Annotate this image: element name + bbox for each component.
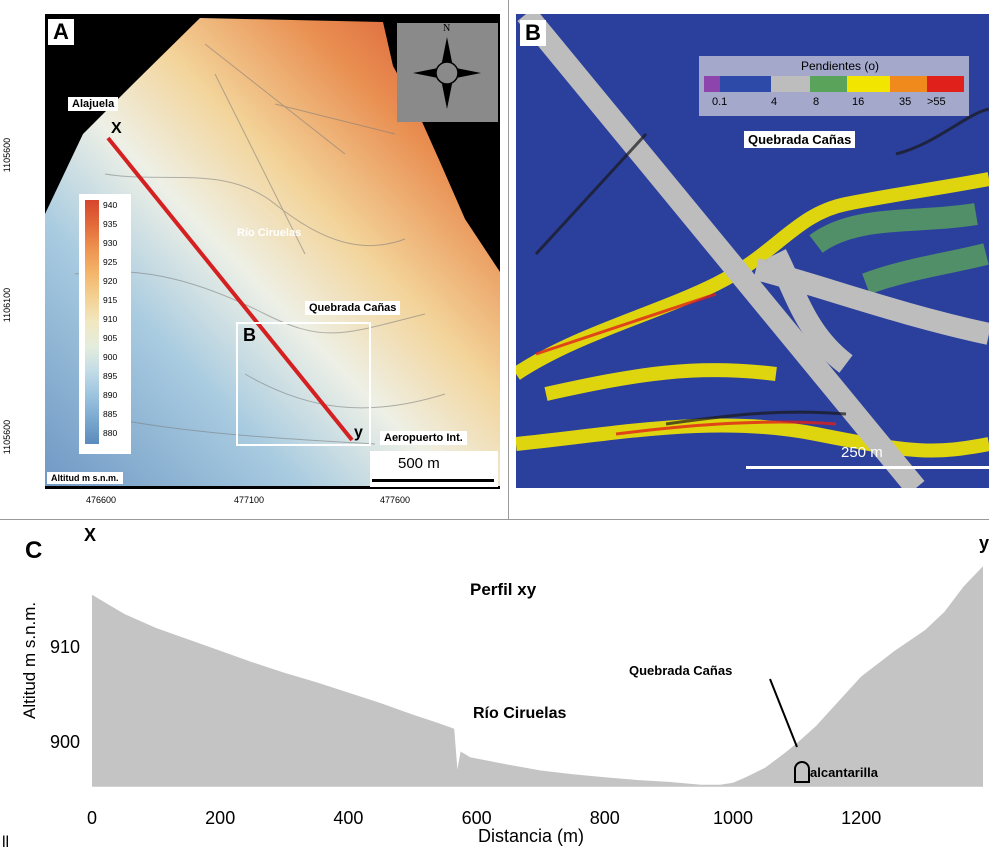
annotation-rio-ciruelas: Río Ciruelas [473,705,567,722]
profile-point-x: X [84,525,97,545]
profile-title: Perfil xy [470,580,537,599]
altitude-tick: 900 [103,352,118,362]
slope-tick: 0.1 [712,96,728,108]
x-tick-label: 600 [462,808,492,828]
slope-tick: 16 [852,96,865,108]
panel-divider-vertical [508,0,509,519]
altitude-tick: 915 [103,295,118,305]
panel-b-slope-map [516,14,989,488]
alcantarilla-icon [794,761,810,783]
inset-box-b [236,322,371,446]
altitude-legend-title: Altitud m s.n.m. [47,472,123,484]
compass-box: N [397,23,498,122]
slope-tick: 8 [813,96,820,108]
panel-a-letter: A [48,19,74,45]
slope-swatch [770,76,810,92]
x-tick-label: 400 [333,808,363,828]
panel-b-letter: B [520,20,546,46]
altitude-legend-ticks: 940 935 930 925 920 915 910 905 900 895 … [103,200,129,444]
slope-colorbar [704,76,964,92]
compass-north-label: N [443,23,451,34]
slope-swatch [890,76,928,92]
profile-ylabel: Altitud m s.n.m. [20,601,39,719]
scale-bar-a: 500 m [370,451,498,487]
label-alajuela: Alajuela [68,97,119,111]
altitude-tick: 895 [103,371,118,381]
altitude-tick: 910 [103,314,118,324]
label-quebrada-canas-b: Quebrada Cañas [744,131,856,148]
x-tick-a-3: 477600 [380,495,411,505]
profile-line [106,136,354,442]
panel-c-letter: C [25,537,43,564]
inset-b-letter: B [243,325,256,345]
altitude-tick: 885 [103,409,118,419]
slope-swatch [720,76,771,92]
road-branch [753,258,989,345]
altitude-tick: 925 [103,257,118,267]
x-tick-label: 0 [87,808,97,828]
altitude-tick: 880 [103,428,118,438]
slope-swatch [846,76,891,92]
panel-a: A N Alajuela X Río Ciruelas Quebrada Cañ… [45,14,500,489]
label-rio-ciruelas: Río Ciruelas [237,227,302,239]
x-tick-label: 200 [205,808,235,828]
altitude-tick: 940 [103,200,118,210]
scale-bar-b: 250 m [746,444,989,474]
slope-tick: 4 [771,96,778,108]
slope-swatch [704,76,721,92]
y-tick-a-2: 1106100 [2,287,13,323]
quebrada-leader-line [769,678,798,748]
profile-area [92,566,983,787]
x-tick-a-1: 476600 [86,495,117,505]
altitude-tick: 890 [103,390,118,400]
y-tick-label: 900 [50,732,80,752]
scale-bar-a-line [372,479,494,482]
label-quebrada-canas: Quebrada Cañas [305,301,401,315]
panel-divider [0,519,989,520]
slope-legend: Pendientes (o) 0.1 4 8 16 35 >55 [699,56,969,116]
altitude-tick: 935 [103,219,118,229]
x-tick-a-2: 477100 [234,495,265,505]
slope-swatch [927,76,964,92]
compass-icon [413,37,481,109]
x-tick-label: 1000 [713,808,753,828]
altitude-legend: 940 935 930 925 920 915 910 905 900 895 … [79,194,131,454]
x-tick-label: 800 [590,808,620,828]
slope-legend-title: Pendientes (o) [801,59,880,73]
panel-b: B Pendientes (o) 0.1 4 8 16 35 >55 Quebr… [516,14,989,488]
panel-a-map [45,18,500,486]
slope-swatch [809,76,847,92]
point-y-label: y [354,424,363,441]
slope-tick: 35 [899,96,912,108]
profile-xlabel: Distancia (m) [478,826,585,846]
altitude-tick: 905 [103,333,118,343]
scale-bar-b-label: 250 m [841,444,883,461]
dem-hillshade [45,18,500,486]
stray-mark: ll [2,834,10,851]
altitude-tick: 920 [103,276,118,286]
slope-tick: >55 [927,96,946,108]
scale-bar-a-label: 500 m [398,455,440,472]
point-x-label: X [111,120,122,137]
x-tick-label: 1200 [841,808,881,828]
scale-bar-b-line [746,466,989,469]
annotation-quebrada-canas: Quebrada Cañas [629,663,733,678]
label-aeropuerto: Aeropuerto Int. [380,431,467,445]
altitude-colorbar [85,200,99,444]
annotation-alcantarilla: alcantarilla [810,765,878,780]
altitude-tick: 930 [103,238,118,248]
profile-point-y: y [979,533,989,553]
road-diagonal [517,14,925,488]
y-tick-label: 910 [50,637,80,657]
y-tick-a-1: 1105600 [2,137,13,173]
y-tick-a-3: 1105600 [2,419,13,455]
